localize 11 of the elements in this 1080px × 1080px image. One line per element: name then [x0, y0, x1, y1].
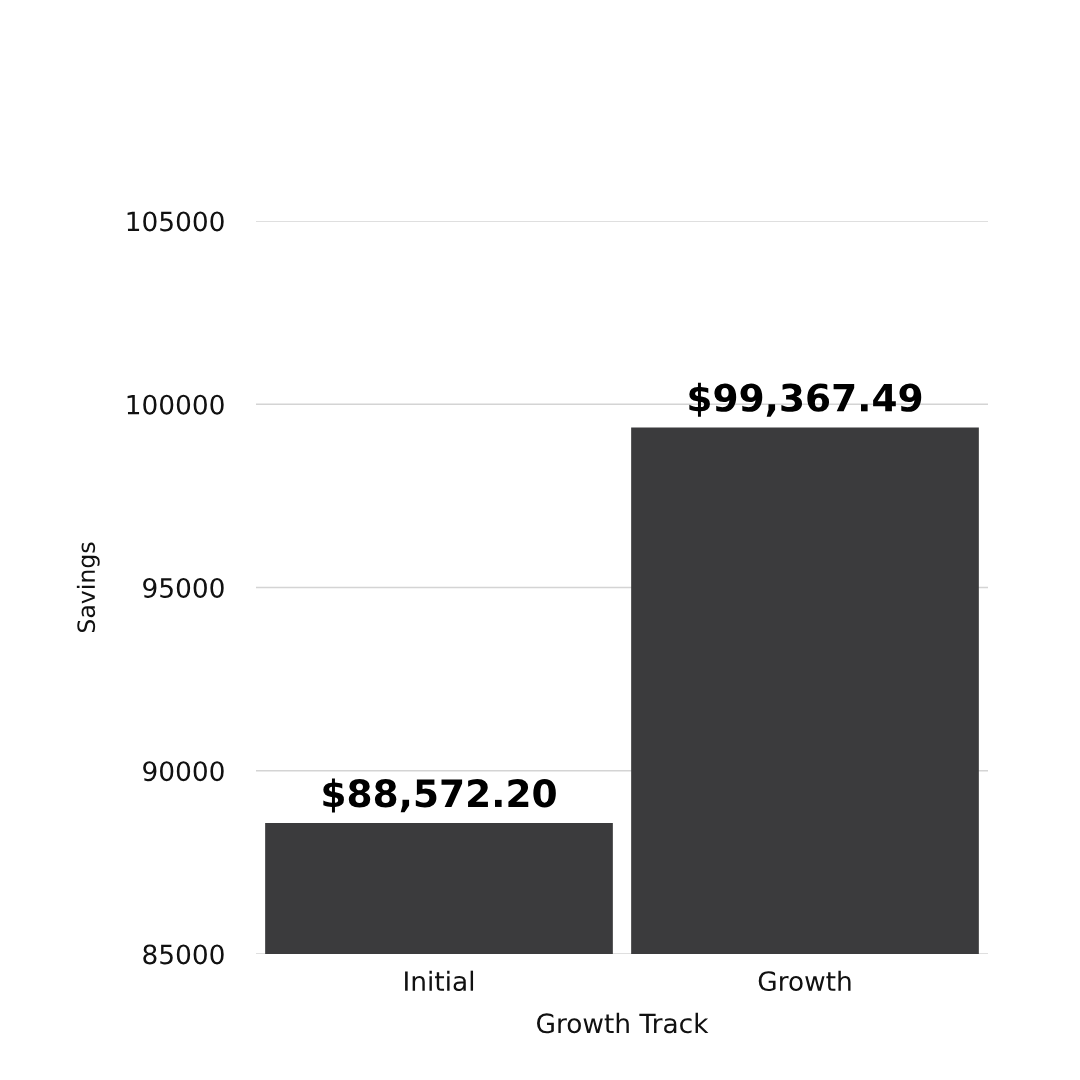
x-axis-title: Growth Track	[537, 1012, 709, 1034]
y-tick-label: 105000	[127, 211, 224, 232]
y-tick-label: 85000	[143, 944, 224, 965]
y-axis-title: Savings	[76, 542, 100, 633]
y-tick-label: 100000	[127, 394, 224, 415]
x-tick-label: Growth	[758, 970, 851, 992]
data-label: $99,367.49	[689, 382, 922, 417]
x-tick-label: Initial	[405, 970, 474, 992]
y-tick-label: 95000	[143, 577, 224, 598]
data-label: $88,572.20	[323, 778, 556, 813]
y-tick-label: 90000	[143, 761, 224, 782]
